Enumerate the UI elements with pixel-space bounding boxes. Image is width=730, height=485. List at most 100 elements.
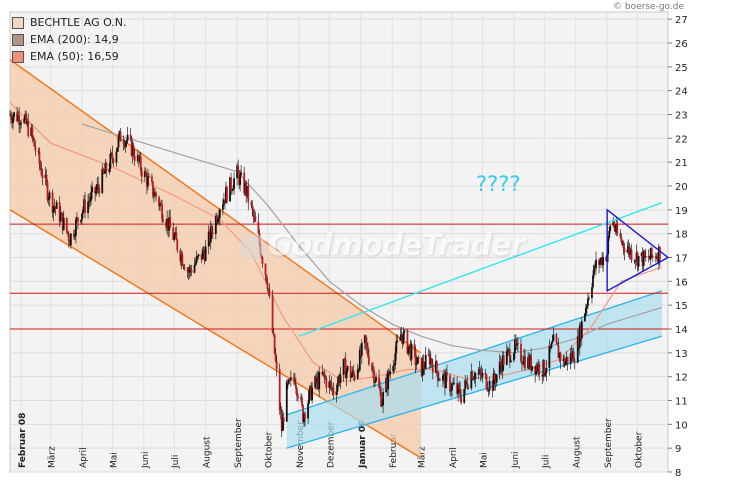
candle-body (481, 372, 484, 377)
candle-body (585, 305, 588, 309)
candle-body (488, 380, 491, 391)
candle-body (654, 256, 657, 259)
candle-body (423, 368, 426, 370)
candle-body (634, 260, 637, 262)
candle-body (602, 257, 605, 266)
candle-body (317, 377, 320, 390)
x-tick-label: Juli (171, 455, 181, 469)
question-annotation: ???? (476, 172, 521, 196)
candle-body (478, 369, 481, 374)
candle-body (278, 369, 281, 411)
candle-body (59, 213, 62, 222)
candle-body (352, 370, 355, 376)
candle-body (572, 351, 575, 362)
legend-label-ema50: EMA (50): 16,59 (30, 50, 119, 63)
candle-body (500, 365, 503, 372)
candle-body (536, 365, 539, 372)
y-tick-label: 18 (675, 230, 688, 241)
candle-body (566, 356, 569, 364)
candle-body (325, 378, 328, 388)
candle-body (123, 143, 126, 147)
candle-body (609, 225, 612, 231)
candle-body (484, 372, 487, 375)
candle-body (26, 121, 29, 124)
candle-body (542, 360, 545, 377)
y-tick-label: 26 (675, 39, 688, 50)
candle-body (190, 269, 193, 273)
candle-body (637, 256, 640, 267)
candle-body (183, 266, 186, 270)
candle-body (428, 354, 431, 365)
candle-body (587, 298, 589, 306)
candle-body (463, 388, 466, 403)
x-tick-label: Januar 09 (358, 420, 368, 469)
candle-body (514, 339, 516, 354)
candle-body (103, 172, 106, 174)
candle-body (629, 249, 632, 255)
candle-body (47, 199, 50, 201)
candle-body (152, 181, 154, 196)
candle-body (375, 377, 377, 382)
candle-body (231, 190, 233, 192)
y-tick-label: 14 (675, 325, 688, 336)
candle-body (173, 235, 176, 240)
candle-body (328, 381, 331, 388)
candle-body (217, 217, 220, 220)
candle-body (110, 153, 113, 155)
candle-body (297, 395, 299, 399)
candle-body (538, 364, 541, 375)
candle-body (55, 202, 58, 209)
candle-body (650, 247, 653, 257)
candle-body (395, 341, 398, 354)
x-tick-label: April (79, 447, 89, 468)
candle-body (591, 287, 593, 299)
watermark-logo: GodmodeTrader (240, 228, 525, 263)
candle-body (174, 232, 177, 236)
candle-body (215, 216, 218, 223)
candle-body (520, 343, 522, 362)
candle-body (209, 226, 212, 243)
candle-body (599, 261, 601, 265)
candle-body (358, 349, 361, 371)
candle-body (356, 369, 359, 379)
candle-body (473, 378, 476, 380)
candle-body (286, 381, 289, 384)
candle-body (527, 357, 529, 369)
candle-body (613, 221, 616, 229)
candle-body (359, 349, 362, 356)
candle-body (549, 345, 552, 349)
candle-body (179, 250, 182, 262)
candle-body (330, 383, 333, 389)
down-channel-upper-line (9, 59, 422, 354)
candle-body (252, 209, 255, 217)
candle-body (529, 355, 532, 368)
candle-body (69, 233, 72, 246)
candle-body (144, 171, 147, 176)
candle-body (339, 374, 342, 383)
candle-body (495, 374, 498, 383)
candle-body (344, 359, 347, 379)
candle-body (238, 172, 241, 185)
candle-body (168, 217, 171, 231)
candle-body (46, 182, 49, 200)
candle-body (129, 134, 132, 138)
candle-body (521, 361, 523, 364)
candle-body (112, 158, 115, 163)
candle-body (80, 220, 82, 223)
candle-body (67, 233, 70, 242)
candle-body (108, 168, 111, 173)
candle-body (273, 334, 276, 354)
candle-body (368, 356, 370, 365)
candle-body (160, 203, 162, 205)
candle-body (416, 357, 419, 364)
candle-body (515, 339, 517, 346)
candle-body (649, 247, 652, 259)
candle-body (91, 186, 94, 193)
candle-body (162, 219, 164, 222)
candle-body (607, 237, 610, 255)
watermark-text: GodmodeTrader (268, 228, 525, 263)
candle-body (579, 325, 582, 339)
candle-body (595, 259, 597, 269)
legend-swatch-price (12, 16, 24, 29)
candle-body (544, 373, 547, 376)
